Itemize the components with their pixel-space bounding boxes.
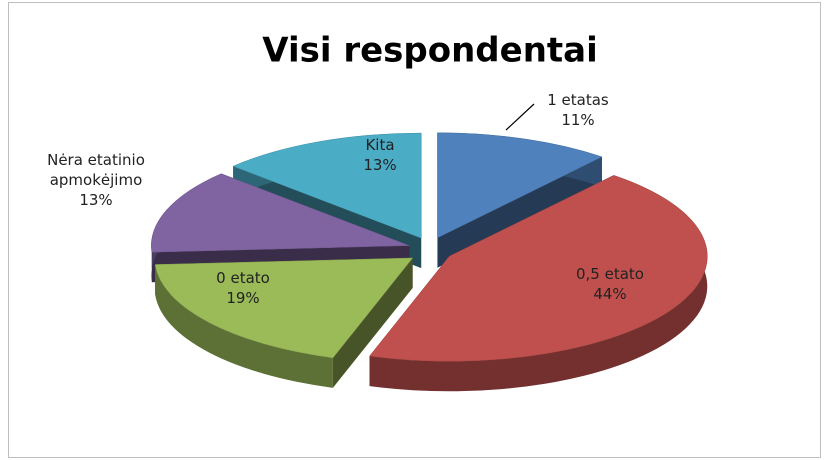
value-label: 44% [593, 285, 627, 303]
data-label: 1 etatas 11% [533, 90, 623, 130]
category-label: 0 etato [216, 269, 270, 287]
value-label: 19% [226, 289, 260, 307]
data-label: Kita 13% [340, 135, 420, 175]
slice-wall [332, 257, 413, 388]
value-label: 13% [363, 156, 397, 174]
slice-side [155, 264, 333, 388]
value-label: 13% [79, 191, 113, 209]
category-label: 0,5 etato [576, 265, 644, 283]
category-label: Kita [365, 136, 395, 154]
category-label: 1 etatas [547, 91, 609, 109]
slice [154, 257, 414, 359]
data-label: Nėra etatinio apmokėjimo 13% [36, 150, 156, 210]
slice-wall [437, 156, 602, 268]
pie-tops [151, 132, 708, 362]
slice [437, 132, 603, 239]
slice [151, 173, 410, 253]
category-label: Nėra etatinio apmokėjimo [47, 151, 145, 189]
slice [369, 175, 708, 362]
value-label: 11% [561, 111, 595, 129]
data-label: 0 etato 19% [198, 268, 288, 308]
data-label: 0,5 etato 44% [555, 264, 665, 304]
slice-side [369, 175, 708, 392]
chart-title: Visi respondentai [262, 31, 598, 71]
slice [232, 132, 422, 239]
leader-line [505, 103, 535, 131]
